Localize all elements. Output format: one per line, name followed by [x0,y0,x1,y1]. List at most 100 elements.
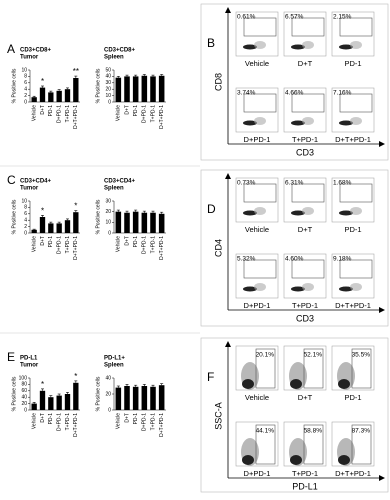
panel-letter: F [207,370,214,384]
cell-population [254,41,266,49]
x-tick-label: D+PD-1 [56,236,62,254]
x-tick-label: D+T+PD-1 [159,413,165,437]
flow-plot [331,11,375,57]
gate-percent: 2.15% [333,14,352,21]
significance-marker: * [74,372,77,381]
gate [303,424,324,465]
cell-population [291,44,305,50]
bar [39,217,46,233]
cell-population [350,117,362,125]
bar [132,211,139,233]
y-axis-label: % Positive cells [95,199,101,234]
bar [141,212,148,233]
significance-marker: * [41,207,44,216]
sample-label: T+PD-1 [292,301,318,310]
cell-population [339,44,353,50]
cell-population [339,286,353,292]
bar [48,397,54,410]
chart-subtitle: Spleen [104,186,124,192]
flow-plot [283,253,327,299]
x-tick-label: D+PD-1 [142,236,148,254]
y-axis-label: % Positive cells [11,376,17,411]
bar [132,76,139,102]
x-tick-label: D+T [40,105,46,115]
cell-population [243,44,257,50]
bar [56,395,62,410]
cell-population [254,117,266,125]
x-tick-label: D+T [40,413,46,423]
bar [158,75,165,102]
gate-percent: 58.8% [304,428,323,435]
axis-arrow [379,307,385,313]
x-tick-label: D+PD-1 [56,105,62,123]
cell-population [290,379,302,389]
sample-label: Vehicle [245,225,269,234]
cell-population [350,207,362,215]
flow-y-label: SSC-A [213,402,223,430]
cell-population [302,283,314,291]
x-tick-label: D+PD-1 [56,413,62,431]
gate-percent: 52.1% [304,352,323,359]
gate-percent: 6.57% [285,14,304,21]
bar [115,211,122,233]
chart-subtitle: Tumor [20,186,39,192]
gate-percent: 0.73% [237,180,256,187]
axis-arrow [379,141,385,147]
y-tick-label: 8 [24,74,27,80]
gate [339,259,373,279]
gate [291,259,325,279]
bar [31,403,37,410]
cell-population [302,117,314,125]
x-tick-label: D+T+PD-1 [159,105,165,129]
chart-title: PD-L1+ [104,356,125,362]
chart-subtitle: Spleen [104,363,124,369]
y-tick-label: 4 [24,218,27,224]
gate-percent: 35.5% [352,352,371,359]
significance-marker: ** [73,67,79,76]
significance-marker: * [74,202,77,211]
y-tick-label: 40 [21,395,27,401]
flow-plot [235,11,279,57]
cell-population [242,455,254,465]
bar [73,212,79,233]
cell-population [243,210,257,216]
bar [31,229,37,233]
bar [31,97,37,102]
sample-label: T+PD-1 [292,469,318,478]
x-tick-label: D+PD-1 [142,105,148,123]
y-tick-label: 20 [105,87,111,93]
panel-letter: B [207,36,215,50]
x-tick-label: T+PD-1 [150,105,156,123]
flow-plot [235,177,279,223]
x-tick-label: PD-1 [133,105,139,117]
gate-percent: 87.3% [352,428,371,435]
x-tick-label: PD-1 [48,236,54,248]
gate-percent: 1.68% [333,180,352,187]
chart-title: CD3+CD4+ [104,179,136,185]
y-tick-label: 80 [21,382,27,388]
sample-label: Vehicle [245,393,269,402]
x-tick-label: D+T [124,413,130,423]
flow-y-label: CD4 [213,239,223,257]
cell-population [243,120,257,126]
cell-population [254,207,266,215]
flow-plot [283,11,327,57]
panel-frame [200,169,389,327]
gate [243,259,277,279]
y-tick-label: 20 [21,401,27,407]
significance-marker: * [41,77,44,86]
y-tick-label: 10 [21,198,27,204]
cell-population [339,210,353,216]
y-tick-label: 0 [108,230,111,236]
sample-label: PD-1 [344,393,361,402]
flow-plot [235,87,279,133]
sample-label: D+T [298,59,313,68]
cell-population [290,455,302,465]
x-tick-label: PD-1 [48,413,54,425]
x-tick-label: D+T [40,236,46,246]
y-tick-label: 10 [105,220,111,226]
flow-plot [235,253,279,299]
gate-percent: 5.32% [237,256,256,263]
bar [115,387,122,410]
